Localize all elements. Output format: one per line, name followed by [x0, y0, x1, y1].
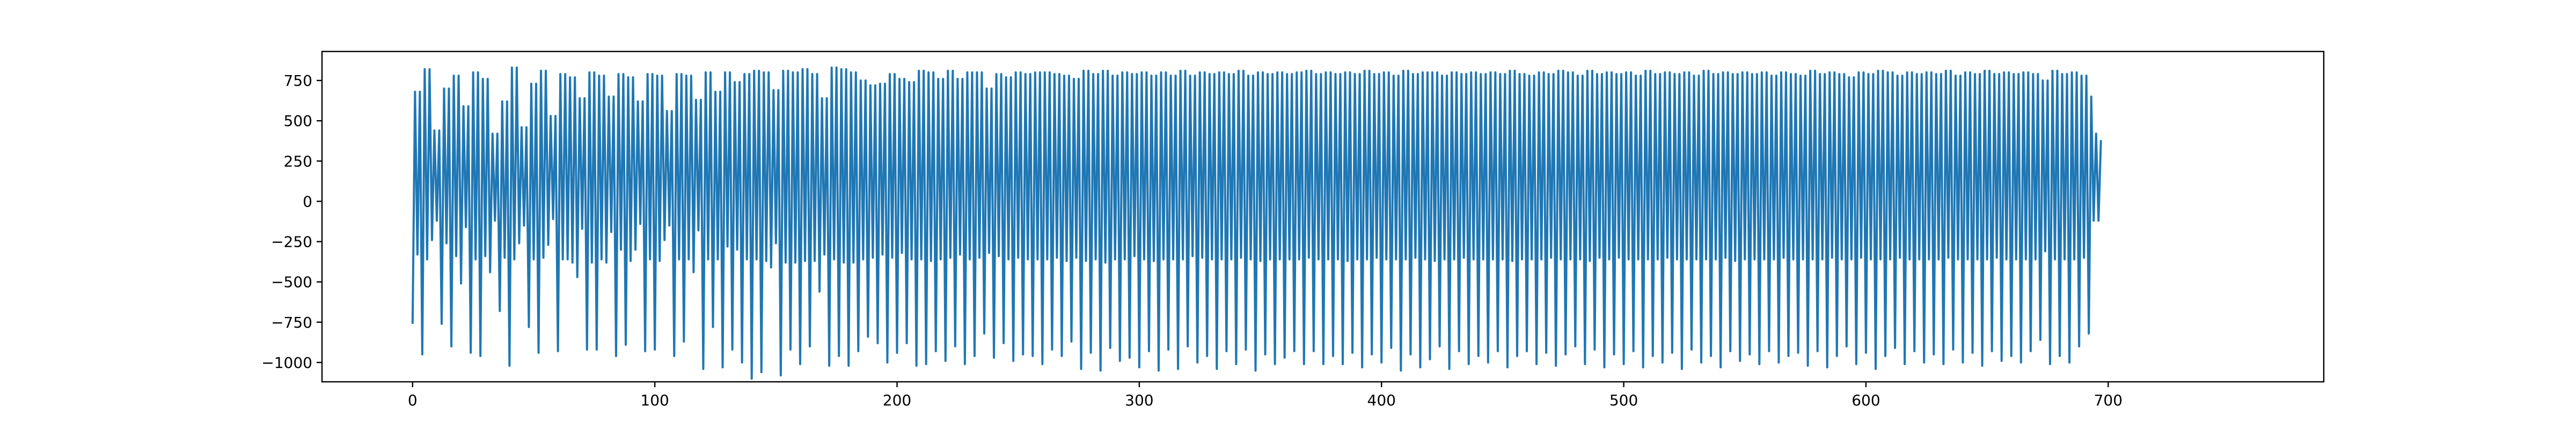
y-tick-label: 0 [303, 193, 312, 210]
x-tick-label: 500 [1609, 391, 1638, 409]
y-axis: −1000 −750 −500 −250 0 250 500 750 [261, 72, 322, 372]
y-tick-label: −500 [271, 273, 312, 291]
y-tick-label: −1000 [261, 354, 312, 372]
x-tick-label: 600 [1851, 391, 1880, 409]
y-tick-label: 250 [284, 152, 312, 170]
x-tick-label: 300 [1125, 391, 1153, 409]
y-tick-label: 500 [284, 112, 312, 130]
plot-area [321, 50, 2325, 383]
y-tick-label: 750 [284, 72, 312, 90]
x-tick-label: 100 [640, 391, 669, 409]
x-tick-label: 200 [883, 391, 911, 409]
x-tick-label: 0 [408, 391, 418, 409]
y-tick-label: −750 [271, 314, 312, 331]
x-tick-label: 700 [2094, 391, 2123, 409]
x-axis: 0 100 200 300 400 500 600 700 [408, 382, 2123, 409]
series-line [411, 66, 2102, 380]
axes-frame [321, 50, 2325, 383]
y-tick-label: −250 [271, 233, 312, 251]
x-tick-label: 400 [1367, 391, 1396, 409]
